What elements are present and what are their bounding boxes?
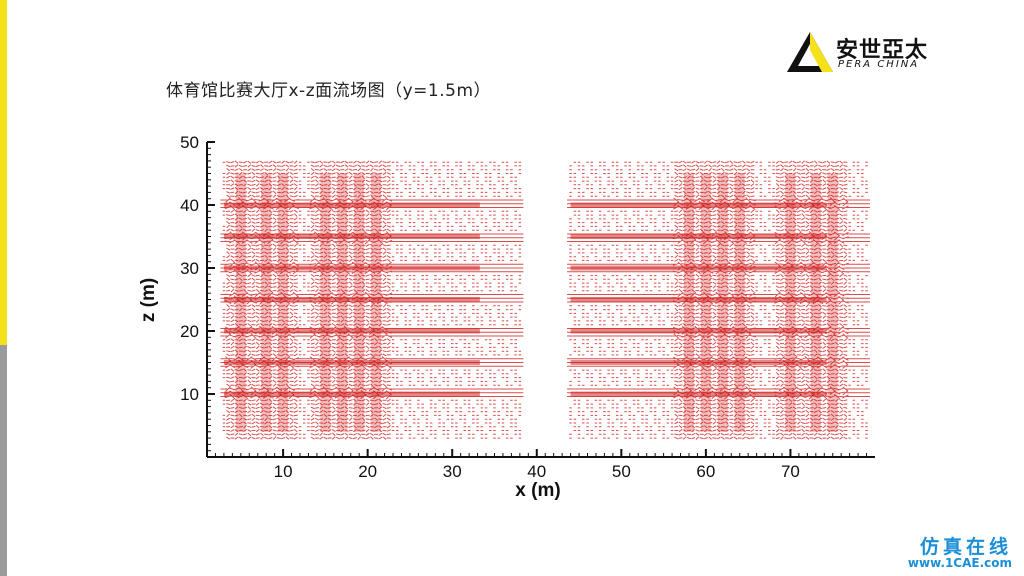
x-axis-title: x (m) <box>515 480 560 501</box>
dense-vector-column <box>810 173 821 432</box>
dense-vector-column <box>785 173 796 432</box>
vector-field-layer <box>220 160 870 440</box>
y-tick-label: 10 <box>180 385 199 404</box>
dense-vector-column <box>354 173 365 432</box>
dense-vector-column <box>371 173 382 432</box>
dense-vector-row <box>223 202 480 208</box>
dense-vector-row <box>570 391 827 397</box>
dense-vector-column <box>827 173 838 432</box>
x-tick-label: 20 <box>358 462 377 481</box>
watermark-url: www.1CAE.com <box>907 556 1012 570</box>
dense-vector-row <box>570 328 827 334</box>
y-tick-label: 40 <box>180 196 199 215</box>
logo-english-text: PERA CHINA <box>838 59 920 70</box>
dense-vector-column <box>261 173 272 432</box>
dense-vector-row <box>223 328 480 334</box>
logo-chinese-text: 安世亞太 <box>836 38 929 63</box>
y-axis-title: z (m) <box>138 278 159 322</box>
x-tick-label: 10 <box>274 462 293 481</box>
dense-vector-row <box>570 202 827 208</box>
dense-vector-column <box>717 173 728 432</box>
dense-vector-column <box>235 173 246 432</box>
accent-bar <box>0 0 7 345</box>
ticks: 10 20 30 40 50 60 70 10 20 30 40 50 <box>180 133 868 481</box>
x-tick-label: 30 <box>443 462 462 481</box>
watermark: 仿真在线 www.1CAE.com <box>880 528 1020 572</box>
vector-field-chart: 10 20 30 40 50 60 70 10 20 30 40 50 x (m) z (m) <box>138 133 875 501</box>
company-logo: 安世亞太 PERA CHINA <box>786 30 946 78</box>
dense-vector-row <box>570 265 827 271</box>
slide-title: 体育馆比赛大厅x-z面流场图（y=1.5m） <box>166 81 492 101</box>
x-tick-label: 50 <box>612 462 631 481</box>
y-tick-label: 50 <box>180 133 199 152</box>
watermark-chinese-text: 仿真在线 <box>919 536 1012 558</box>
y-tick-label: 30 <box>180 259 199 278</box>
dense-vector-row <box>570 297 827 302</box>
left-vector-region <box>220 160 524 440</box>
dense-vector-row <box>223 391 480 397</box>
x-tick-label: 60 <box>696 462 715 481</box>
dense-vector-column <box>734 173 745 432</box>
dense-vector-row <box>223 297 480 302</box>
accent-bar-lower <box>0 345 7 576</box>
dense-vector-row <box>570 360 827 365</box>
dense-vector-row <box>223 360 480 365</box>
dense-vector-column <box>278 173 289 432</box>
dense-vector-column <box>683 173 694 432</box>
dense-vector-column <box>320 173 331 432</box>
right-vector-region <box>567 160 870 440</box>
x-tick-label: 40 <box>527 462 546 481</box>
dense-vector-row <box>570 234 827 239</box>
triangle-logo-icon <box>787 32 833 72</box>
x-tick-label: 70 <box>781 462 800 481</box>
dense-vector-column <box>337 173 348 432</box>
dense-vector-row <box>223 265 480 271</box>
dense-vector-column <box>700 173 711 432</box>
dense-vector-row <box>223 234 480 239</box>
y-tick-label: 20 <box>180 322 199 341</box>
